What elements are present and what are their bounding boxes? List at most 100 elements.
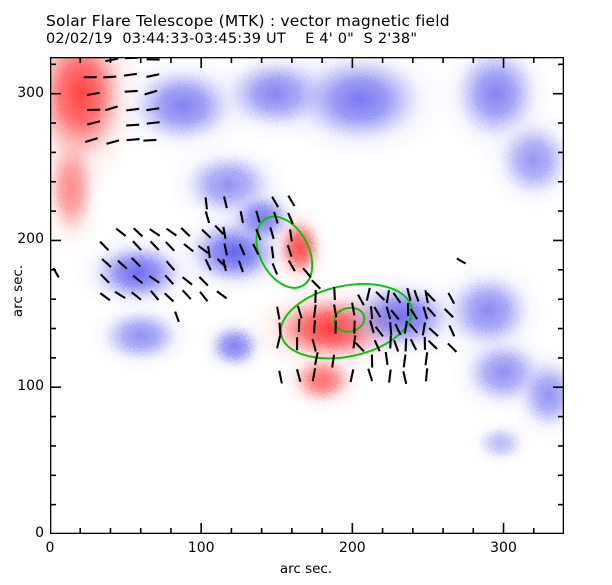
- field-vector: [252, 243, 260, 256]
- field-vector: [375, 290, 386, 301]
- field-vector: [354, 341, 365, 353]
- field-vector: [216, 290, 228, 300]
- field-vector: [276, 306, 281, 320]
- field-vector: [106, 139, 120, 145]
- field-vector: [333, 286, 336, 301]
- main-sunspot-contour-inner: [333, 306, 366, 333]
- field-vector: [297, 318, 301, 332]
- field-vector: [207, 245, 211, 259]
- flux-blob-halo: [465, 417, 536, 469]
- field-vector: [278, 370, 283, 384]
- field-vector: [424, 352, 429, 366]
- field-vector: [255, 210, 261, 223]
- flux-blob-halo: [505, 343, 564, 446]
- field-vector: [126, 138, 140, 142]
- field-vector: [312, 304, 317, 318]
- field-vector: [311, 368, 317, 382]
- field-vector: [132, 274, 144, 284]
- field-vector: [447, 342, 458, 353]
- y-axis-label: arc sec.: [10, 264, 26, 318]
- flux-blob-halo: [267, 57, 452, 164]
- field-vector: [104, 105, 118, 112]
- flux-blob-halo: [50, 115, 107, 260]
- plot-frame: [50, 57, 564, 534]
- x-tick-label: 100: [187, 540, 215, 556]
- field-vector: [385, 306, 392, 320]
- field-vector: [222, 259, 228, 272]
- field-vector: [126, 123, 140, 127]
- field-vector: [357, 294, 365, 306]
- field-vector: [271, 196, 280, 208]
- field-vector: [369, 306, 374, 320]
- flux-blob-halo: [278, 345, 366, 414]
- field-vector: [402, 354, 407, 368]
- x-axis-label: arc sec.: [279, 561, 333, 577]
- field-vector: [181, 276, 193, 286]
- field-vector: [115, 227, 127, 237]
- field-vector: [223, 243, 228, 256]
- field-vector: [287, 260, 296, 272]
- flux-blob-halo: [481, 104, 564, 216]
- field-vector: [204, 258, 212, 271]
- field-vector: [183, 243, 194, 253]
- north-polarity-contour: [255, 215, 314, 289]
- field-vector: [314, 352, 319, 366]
- field-vector: [197, 244, 209, 254]
- field-vector: [165, 227, 177, 237]
- field-vector: [105, 57, 119, 63]
- field-vector: [103, 75, 117, 79]
- field-vector: [311, 338, 317, 352]
- field-vector: [223, 196, 228, 209]
- magnetogram-plot-area: [50, 57, 564, 534]
- vector-field-layer: [52, 57, 467, 385]
- field-vector: [413, 289, 420, 302]
- field-vector: [287, 195, 296, 207]
- field-vector: [204, 197, 208, 210]
- field-vector: [365, 287, 371, 301]
- field-vector: [148, 275, 160, 284]
- field-vector: [404, 338, 408, 352]
- field-vector: [117, 259, 128, 270]
- field-vector: [384, 351, 389, 366]
- field-vector: [352, 335, 357, 349]
- field-vector: [369, 320, 375, 334]
- field-vector: [331, 354, 336, 368]
- field-vector: [424, 290, 429, 304]
- field-vector: [447, 292, 456, 305]
- field-vector: [373, 306, 382, 318]
- field-vector: [114, 290, 126, 300]
- field-vector: [238, 243, 246, 256]
- field-vector: [174, 311, 180, 323]
- flux-blob-halo: [268, 205, 331, 291]
- chart-title: Solar Flare Telescope (MTK) : vector mag…: [46, 12, 450, 30]
- x-tick-label: 300: [490, 540, 517, 556]
- field-vector: [373, 339, 381, 352]
- field-vector: [164, 274, 175, 285]
- field-vector: [406, 287, 412, 301]
- field-vector: [287, 212, 294, 225]
- field-vector: [163, 292, 175, 303]
- field-vector: [286, 244, 293, 257]
- flux-blob-halo: [197, 314, 272, 379]
- field-vector: [276, 335, 282, 349]
- field-vector: [388, 369, 392, 383]
- field-vector: [296, 305, 303, 319]
- field-vector: [201, 228, 212, 239]
- field-vector: [427, 339, 438, 350]
- field-vector: [392, 292, 402, 304]
- field-vector: [403, 320, 408, 334]
- field-vector: [409, 308, 419, 320]
- field-vector: [132, 227, 144, 238]
- field-vector: [278, 322, 282, 336]
- field-vector: [237, 260, 244, 273]
- flux-noise-layer: [50, 57, 564, 469]
- field-vector: [146, 121, 160, 125]
- field-vector: [289, 229, 293, 242]
- field-vector: [165, 241, 175, 252]
- field-vector: [421, 322, 426, 336]
- field-vector: [149, 228, 161, 237]
- field-vector: [130, 291, 142, 301]
- field-vector: [165, 260, 176, 271]
- field-vector: [409, 338, 418, 351]
- field-vector: [302, 267, 312, 279]
